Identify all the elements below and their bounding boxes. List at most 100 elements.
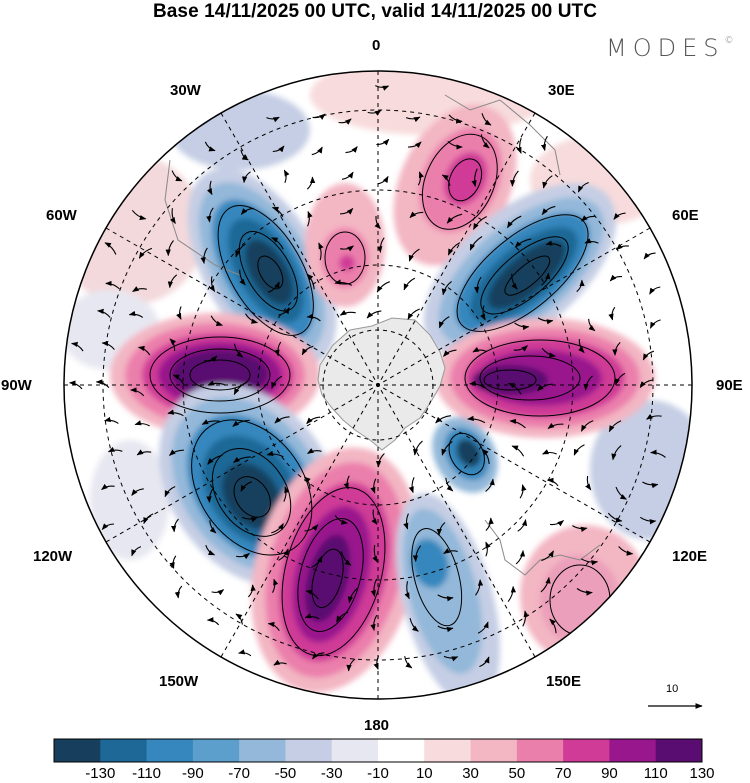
wind-arrow xyxy=(443,655,459,662)
wind-arrow xyxy=(375,85,390,91)
wind-arrow xyxy=(136,449,152,456)
wind-arrow xyxy=(515,549,526,565)
wind-arrow xyxy=(581,215,595,222)
wind-arrow xyxy=(273,659,287,666)
wind-arrow xyxy=(441,174,451,186)
wind-arrow xyxy=(128,310,144,318)
wind-arrow xyxy=(447,242,461,256)
wind-arrow xyxy=(367,109,382,116)
wind-arrow xyxy=(334,515,348,525)
colorbar-tick-label: -30 xyxy=(320,765,343,782)
wind-arrow xyxy=(474,276,482,294)
colorbar-tick-label: 50 xyxy=(508,765,526,782)
wind-arrow xyxy=(372,545,378,563)
colorbar-cell xyxy=(285,739,333,762)
wind-arrow xyxy=(542,175,553,189)
wind-arrow xyxy=(507,382,522,395)
colorbar-cell xyxy=(331,739,379,762)
wind-arrow xyxy=(274,341,282,357)
wind-arrow xyxy=(642,350,655,361)
wind-arrow xyxy=(513,345,528,352)
wind-arrow xyxy=(403,513,409,530)
wind-arrow xyxy=(404,581,410,600)
wind-arrow xyxy=(481,113,492,126)
wind-arrow xyxy=(176,306,182,320)
wind-arrow xyxy=(247,584,256,598)
wind-arrow xyxy=(507,215,522,229)
wind-arrow xyxy=(209,520,217,534)
wind-arrow xyxy=(541,347,556,358)
copyright-mark: © xyxy=(724,36,734,46)
antarctica-land xyxy=(317,317,446,451)
wind-arrow xyxy=(232,419,250,427)
colorbar-cell xyxy=(378,739,425,762)
wind-arrow xyxy=(507,585,517,602)
wind-arrow xyxy=(132,286,147,292)
wind-arrow xyxy=(475,579,484,596)
wind-arrow xyxy=(408,477,415,494)
wind-arrow xyxy=(549,520,565,527)
wind-arrow xyxy=(278,307,290,316)
wind-arrow xyxy=(639,516,657,525)
wind-arrow xyxy=(272,145,285,153)
wind-arrow xyxy=(443,349,457,357)
wind-arrow xyxy=(267,281,280,293)
wind-arrow xyxy=(514,322,530,331)
colorbar-tick-label: -110 xyxy=(132,765,162,782)
vector-reference-label: 10 xyxy=(666,683,679,695)
wind-arrow xyxy=(69,380,83,390)
wind-arrow xyxy=(618,546,634,556)
wind-arrow xyxy=(469,380,486,389)
wind-arrow xyxy=(345,146,358,154)
wind-arrow xyxy=(437,625,454,633)
wind-arrow xyxy=(311,146,323,156)
wind-arrow xyxy=(238,649,252,657)
wind-arrow xyxy=(580,420,594,432)
colorbar-cell xyxy=(239,739,286,762)
wind-arrow xyxy=(312,113,326,120)
wind-arrow xyxy=(577,181,589,193)
wind-arrow xyxy=(480,305,486,321)
wind-arrow xyxy=(104,416,119,424)
wind-arrow xyxy=(340,208,354,215)
wind-arrow xyxy=(545,240,562,247)
wind-arrow xyxy=(412,545,422,562)
wind-arrow xyxy=(172,374,185,386)
wind-arrow xyxy=(101,340,115,350)
lon-label-30w: 30W xyxy=(170,82,201,99)
wind-arrow xyxy=(373,655,380,670)
wind-arrow xyxy=(318,242,324,261)
wind-arrow xyxy=(472,346,487,353)
wind-arrow xyxy=(485,478,495,492)
wind-arrow xyxy=(448,114,463,124)
wind-arrow xyxy=(271,375,283,389)
wind-arrow xyxy=(612,342,621,356)
wind-arrow xyxy=(541,205,556,216)
map-frame xyxy=(63,70,693,700)
wind-arrow xyxy=(233,456,251,463)
positive-lobe-e xyxy=(435,318,655,438)
wind-arrow xyxy=(479,656,490,668)
wind-arrow xyxy=(447,140,463,150)
wind-arrow xyxy=(306,313,321,322)
wind-arrow xyxy=(131,209,147,221)
colorbar-cell xyxy=(192,739,240,762)
wind-arrow xyxy=(210,315,223,326)
wind-arrow xyxy=(341,171,354,180)
colorbar-tick-label: -50 xyxy=(274,765,297,782)
wind-arrow xyxy=(407,141,422,149)
wind-arrow xyxy=(650,449,666,458)
wind-arrow xyxy=(409,211,424,219)
wind-arrow xyxy=(235,243,246,258)
wind-arrow xyxy=(306,416,321,425)
wind-arrow xyxy=(165,240,174,257)
wind-arrow xyxy=(200,247,208,264)
wind-arrow xyxy=(374,215,381,230)
wind-arrow xyxy=(639,379,653,389)
wind-arrow xyxy=(613,212,626,220)
wind-arrow xyxy=(370,578,378,597)
wind-arrow xyxy=(547,422,564,429)
wind-arrow xyxy=(578,338,585,354)
wind-arrow xyxy=(576,588,593,596)
